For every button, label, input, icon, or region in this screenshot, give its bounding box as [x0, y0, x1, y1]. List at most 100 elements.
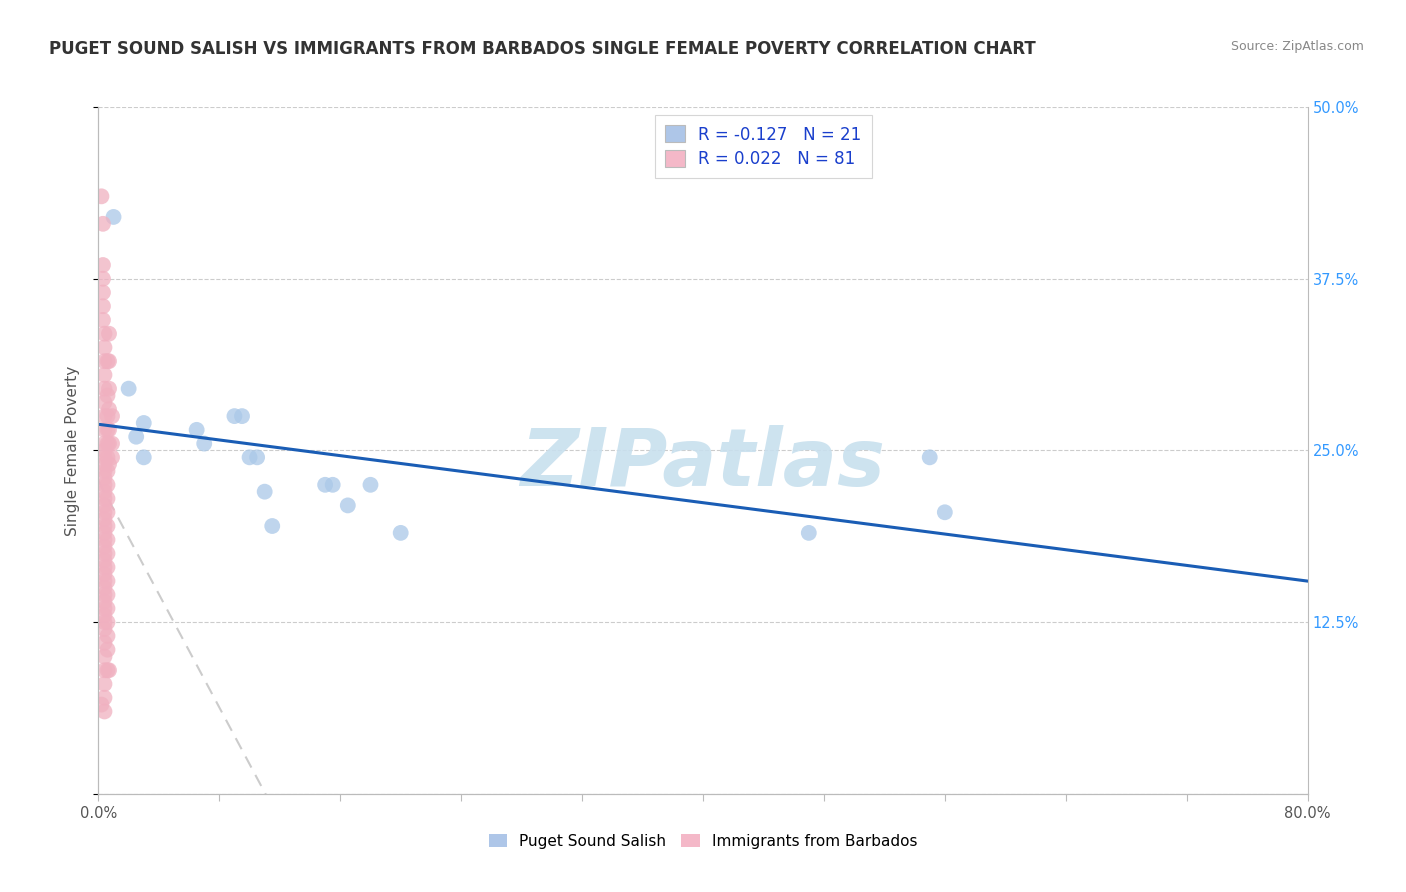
Point: [93, 705, 115, 719]
Point: [98, 457, 121, 471]
Point: [193, 436, 215, 450]
Point: [93, 546, 115, 561]
Point: [93, 382, 115, 396]
Point: [93, 354, 115, 368]
Point: [239, 450, 262, 465]
Point: [246, 450, 269, 465]
Point: [93, 464, 115, 478]
Point: [93, 499, 115, 513]
Point: [336, 499, 359, 513]
Point: [93, 533, 115, 547]
Point: [96, 450, 118, 465]
Point: [96, 505, 118, 519]
Point: [93, 484, 115, 499]
Point: [93, 525, 115, 540]
Text: ZIPatlas: ZIPatlas: [520, 425, 886, 503]
Point: [93, 649, 115, 664]
Point: [231, 409, 253, 423]
Point: [98, 402, 121, 417]
Point: [96, 615, 118, 630]
Point: [91, 313, 114, 327]
Point: [93, 601, 115, 615]
Point: [98, 354, 121, 368]
Point: [93, 567, 115, 582]
Point: [262, 519, 284, 533]
Point: [101, 436, 124, 450]
Point: [132, 450, 155, 465]
Point: [93, 450, 115, 465]
Point: [93, 368, 115, 382]
Point: [93, 436, 115, 450]
Point: [224, 409, 246, 423]
Y-axis label: Single Female Poverty: Single Female Poverty: [65, 366, 80, 535]
Point: [93, 581, 115, 595]
Point: [96, 409, 118, 423]
Point: [96, 354, 118, 368]
Point: [91, 217, 114, 231]
Legend: Puget Sound Salish, Immigrants from Barbados: Puget Sound Salish, Immigrants from Barb…: [482, 828, 924, 855]
Point: [93, 615, 115, 630]
Point: [93, 478, 115, 492]
Point: [98, 436, 121, 450]
Point: [91, 299, 114, 313]
Point: [96, 560, 118, 574]
Point: [101, 450, 124, 465]
Point: [389, 525, 412, 540]
Point: [93, 540, 115, 554]
Point: [93, 491, 115, 506]
Point: [93, 326, 115, 341]
Point: [132, 416, 155, 430]
Point: [103, 210, 125, 224]
Point: [98, 663, 121, 677]
Point: [90, 698, 112, 712]
Point: [314, 478, 336, 492]
Point: [93, 519, 115, 533]
Point: [93, 663, 115, 677]
Point: [96, 519, 118, 533]
Text: Source: ZipAtlas.com: Source: ZipAtlas.com: [1230, 40, 1364, 54]
Point: [93, 409, 115, 423]
Point: [125, 430, 148, 444]
Text: PUGET SOUND SALISH VS IMMIGRANTS FROM BARBADOS SINGLE FEMALE POVERTY CORRELATION: PUGET SOUND SALISH VS IMMIGRANTS FROM BA…: [49, 40, 1036, 58]
Point: [96, 533, 118, 547]
Point: [93, 588, 115, 602]
Point: [93, 471, 115, 485]
Point: [96, 464, 118, 478]
Point: [93, 423, 115, 437]
Point: [98, 423, 121, 437]
Point: [360, 478, 382, 492]
Point: [93, 553, 115, 567]
Point: [98, 326, 121, 341]
Point: [918, 450, 941, 465]
Point: [96, 588, 118, 602]
Point: [186, 423, 208, 437]
Point: [91, 285, 114, 300]
Point: [96, 546, 118, 561]
Point: [93, 443, 115, 458]
Point: [96, 574, 118, 588]
Point: [93, 340, 115, 354]
Point: [93, 690, 115, 705]
Point: [93, 622, 115, 636]
Point: [253, 484, 276, 499]
Point: [96, 642, 118, 657]
Point: [93, 574, 115, 588]
Point: [797, 525, 820, 540]
Point: [101, 409, 124, 423]
Point: [93, 560, 115, 574]
Point: [96, 478, 118, 492]
Point: [96, 491, 118, 506]
Point: [96, 436, 118, 450]
Point: [96, 601, 118, 615]
Point: [93, 594, 115, 608]
Point: [93, 395, 115, 409]
Point: [91, 258, 114, 272]
Point: [93, 636, 115, 650]
Point: [934, 505, 956, 519]
Point: [91, 271, 114, 285]
Point: [98, 382, 121, 396]
Point: [93, 505, 115, 519]
Point: [96, 629, 118, 643]
Point: [93, 677, 115, 691]
Point: [96, 423, 118, 437]
